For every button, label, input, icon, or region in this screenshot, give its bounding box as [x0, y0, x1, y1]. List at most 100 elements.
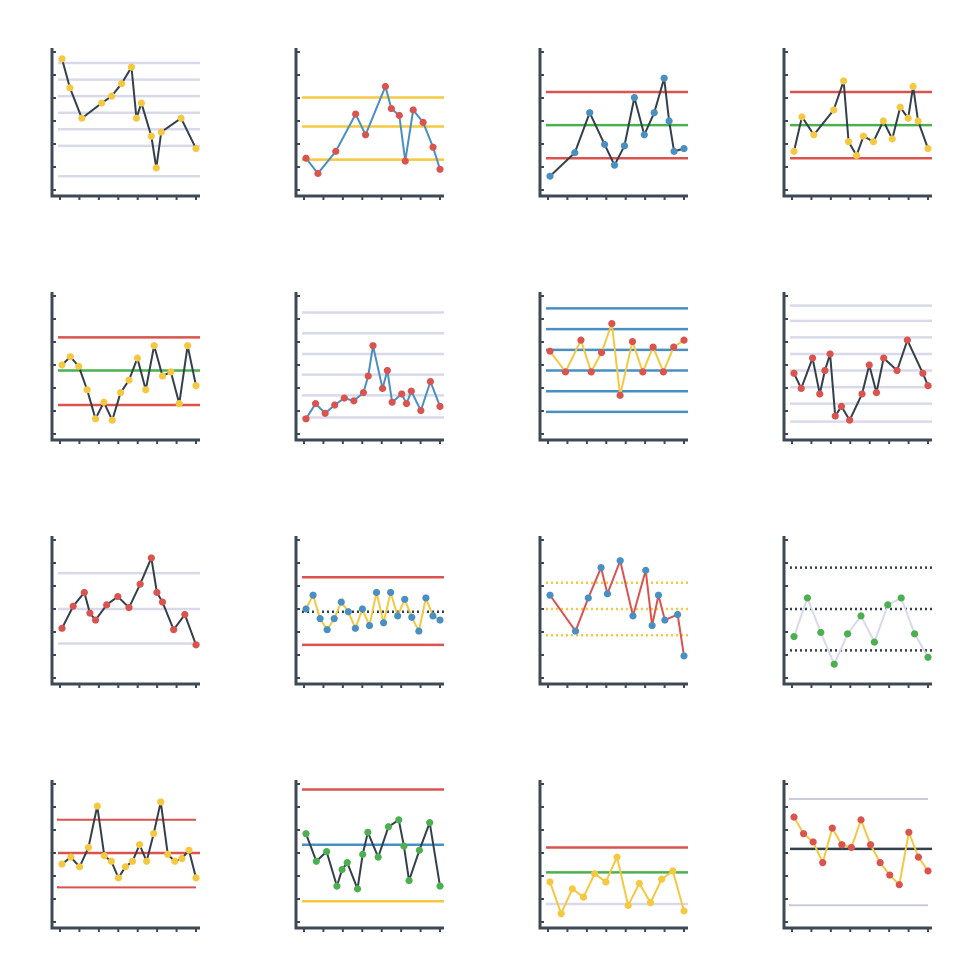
data-point: [661, 616, 669, 624]
data-point: [408, 613, 416, 621]
data-point: [665, 117, 673, 125]
data-point: [323, 626, 331, 634]
data-point: [91, 415, 100, 423]
data-point: [158, 372, 167, 380]
data-point: [175, 400, 183, 408]
data-point: [844, 138, 853, 146]
chart-panel-4: [782, 48, 932, 200]
data-point: [58, 624, 66, 632]
data-point: [407, 387, 415, 395]
data-point: [809, 838, 817, 846]
chart-panel-9: [50, 536, 200, 688]
data-point: [600, 140, 609, 149]
data-point: [58, 860, 66, 868]
data-point: [83, 386, 91, 394]
data-point: [417, 406, 425, 415]
data-point: [924, 382, 932, 390]
data-point: [147, 132, 155, 140]
data-point: [426, 819, 434, 827]
data-point: [680, 336, 688, 344]
chart-panel-14: [294, 780, 444, 932]
data-point: [914, 117, 922, 125]
data-point: [400, 842, 408, 850]
data-point: [387, 104, 395, 113]
data-point: [80, 588, 88, 597]
data-point: [100, 398, 108, 406]
data-point: [546, 878, 554, 886]
data-point: [659, 368, 667, 376]
data-point: [167, 368, 175, 376]
data-point: [597, 348, 606, 357]
data-point: [790, 369, 798, 377]
data-point: [125, 376, 133, 384]
data-point: [870, 638, 879, 646]
data-point: [150, 830, 158, 838]
data-point: [840, 77, 848, 85]
data-point: [185, 846, 193, 854]
chart-panel-3: [538, 48, 688, 200]
data-point: [419, 118, 427, 126]
data-point: [157, 798, 165, 806]
data-point: [896, 103, 904, 111]
chart-panel-1: [50, 48, 200, 200]
data-point: [869, 138, 878, 146]
data-point: [192, 641, 200, 649]
data-point: [384, 823, 393, 831]
data-point: [857, 612, 865, 620]
data-point: [387, 588, 395, 597]
data-point: [67, 853, 75, 861]
data-point: [911, 630, 919, 638]
data-point: [359, 389, 368, 397]
reference-line: [789, 904, 928, 907]
data-point: [158, 598, 167, 606]
data-point: [893, 366, 901, 375]
data-point: [571, 627, 580, 635]
data-point: [648, 621, 656, 630]
data-point: [670, 147, 678, 155]
data-point: [114, 592, 122, 601]
data-point: [117, 389, 125, 397]
data-point: [170, 626, 178, 634]
chart-panel-15: [538, 780, 688, 932]
data-point: [135, 841, 144, 849]
data-point: [808, 354, 817, 362]
chart-panel-11: [538, 536, 688, 688]
data-point: [821, 366, 829, 375]
data-point: [311, 400, 320, 408]
series-line: [793, 339, 929, 422]
data-point: [640, 131, 648, 139]
data-point: [133, 354, 141, 362]
data-point: [876, 859, 884, 867]
data-point: [114, 874, 123, 882]
data-point: [137, 99, 146, 107]
data-point: [797, 384, 805, 393]
data-point: [597, 564, 605, 572]
data-point: [897, 594, 905, 602]
data-point: [103, 601, 111, 609]
data-point: [309, 591, 317, 599]
data-point: [409, 106, 417, 114]
data-point: [401, 157, 409, 165]
data-point: [436, 165, 444, 173]
data-point: [302, 605, 310, 613]
data-point: [649, 343, 657, 351]
data-point: [628, 337, 637, 346]
data-point: [616, 557, 624, 565]
data-point: [415, 627, 423, 635]
data-point: [178, 854, 186, 863]
data-point: [340, 394, 348, 402]
data-point: [177, 114, 185, 122]
data-point: [337, 598, 345, 606]
data-point: [321, 409, 329, 417]
data-point: [616, 391, 624, 399]
data-point: [312, 857, 320, 865]
data-point: [847, 843, 856, 852]
data-point: [76, 863, 84, 871]
data-point: [571, 149, 579, 157]
data-point: [66, 353, 74, 361]
data-point: [650, 109, 658, 117]
data-point: [924, 653, 932, 661]
data-point: [584, 594, 592, 602]
data-point: [364, 828, 372, 836]
data-point: [107, 857, 115, 865]
